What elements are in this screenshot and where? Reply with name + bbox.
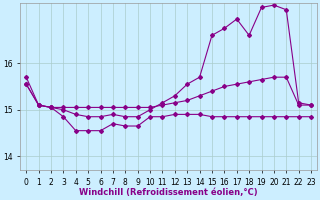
X-axis label: Windchill (Refroidissement éolien,°C): Windchill (Refroidissement éolien,°C): [79, 188, 258, 197]
